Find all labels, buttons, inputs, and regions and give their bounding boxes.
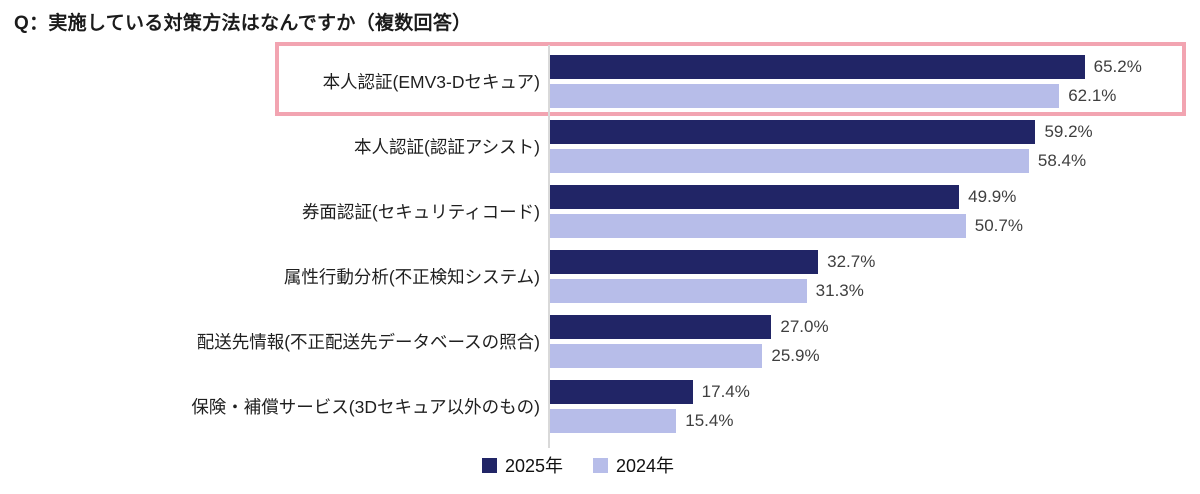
category-row: 属性行動分析(不正検知システム) 32.7% 31.3% bbox=[0, 244, 1200, 309]
value-label-2024年: 31.3% bbox=[815, 281, 864, 300]
category-row: 本人認証(EMV3-Dセキュア) 65.2% 62.1% bbox=[0, 49, 1200, 114]
legend-label-2024年: 2024年 bbox=[616, 456, 675, 476]
category-label: 本人認証(EMV3-Dセキュア) bbox=[322, 72, 540, 92]
bar-group: 49.9% 50.7% bbox=[550, 185, 1023, 238]
value-label-2025年: 17.4% bbox=[701, 382, 750, 401]
legend-item-2024年: 2024年 bbox=[593, 452, 674, 478]
bar-chart: 本人認証(EMV3-Dセキュア) 65.2% 62.1% 本人認証(認証アシスト) 59… bbox=[0, 49, 1200, 439]
bar-group: 65.2% 62.1% bbox=[550, 55, 1142, 108]
bar-2025年 bbox=[550, 250, 819, 274]
category-row: 券面認証(セキュリティコード) 49.9% 50.7% bbox=[0, 179, 1200, 244]
bar-group: 32.7% 31.3% bbox=[550, 250, 875, 303]
bar-line-2025年: 32.7% bbox=[550, 250, 875, 274]
bar-line-2025年: 65.2% bbox=[550, 55, 1142, 79]
legend: 2025年 2024年 bbox=[0, 452, 1178, 478]
bar-2024年 bbox=[550, 149, 1029, 173]
bar-line-2024年: 58.4% bbox=[550, 149, 1093, 173]
category-row: 配送先情報(不正配送先データベースの照合) 27.0% 25.9% bbox=[0, 309, 1200, 374]
bar-2024年 bbox=[550, 344, 763, 368]
legend-swatch-2025年 bbox=[481, 457, 497, 473]
bar-line-2025年: 17.4% bbox=[550, 380, 750, 404]
value-label-2025年: 65.2% bbox=[1093, 57, 1142, 76]
category-label: 属性行動分析(不正検知システム) bbox=[283, 267, 540, 287]
bar-2025年 bbox=[550, 55, 1085, 79]
bar-2025年 bbox=[550, 380, 693, 404]
bar-line-2025年: 59.2% bbox=[550, 120, 1093, 144]
bar-line-2025年: 27.0% bbox=[550, 315, 829, 339]
bar-line-2025年: 49.9% bbox=[550, 185, 1023, 209]
legend-swatch-2024年 bbox=[593, 457, 608, 473]
value-label-2025年: 32.7% bbox=[827, 252, 876, 271]
category-label: 本人認証(認証アシスト) bbox=[354, 137, 540, 157]
value-label-2024年: 58.4% bbox=[1037, 151, 1087, 170]
axis-line bbox=[548, 45, 550, 448]
bar-group: 59.2% 58.4% bbox=[550, 120, 1093, 173]
legend-label-2025年: 2025年 bbox=[504, 456, 563, 476]
value-label-2025年: 59.2% bbox=[1044, 122, 1093, 141]
category-label: 保険・補償サービス(3Dセキュア以外のもの) bbox=[191, 397, 540, 417]
legend-item-2025年: 2025年 bbox=[481, 452, 563, 478]
bar-line-2024年: 31.3% bbox=[550, 279, 875, 303]
category-label: 券面認証(セキュリティコード) bbox=[301, 202, 540, 222]
bar-line-2024年: 50.7% bbox=[550, 214, 1023, 238]
value-label-2025年: 49.9% bbox=[968, 187, 1017, 206]
bar-group: 17.4% 15.4% bbox=[550, 380, 750, 433]
bar-line-2024年: 15.4% bbox=[550, 409, 750, 433]
value-label-2024年: 25.9% bbox=[771, 346, 820, 365]
bar-line-2024年: 25.9% bbox=[550, 344, 829, 368]
bar-2024年 bbox=[550, 214, 966, 238]
bar-2024年 bbox=[550, 279, 807, 303]
category-row: 本人認証(認証アシスト) 59.2% 58.4% bbox=[0, 114, 1200, 179]
bar-line-2024年: 62.1% bbox=[550, 84, 1142, 108]
bar-2024年 bbox=[550, 409, 677, 433]
bar-2025年 bbox=[550, 185, 960, 209]
category-label: 配送先情報(不正配送先データベースの照合) bbox=[196, 332, 540, 352]
value-label-2024年: 62.1% bbox=[1068, 86, 1117, 105]
category-row: 保険・補償サービス(3Dセキュア以外のもの) 17.4% 15.4% bbox=[0, 374, 1200, 439]
chart-title: Q：実施している対策方法はなんですか（複数回答） bbox=[14, 13, 472, 34]
value-label-2024年: 15.4% bbox=[685, 411, 734, 430]
bar-group: 27.0% 25.9% bbox=[550, 315, 829, 368]
value-label-2024年: 50.7% bbox=[974, 216, 1023, 235]
value-label-2025年: 27.0% bbox=[780, 317, 829, 336]
bar-2025年 bbox=[550, 315, 772, 339]
bar-2025年 bbox=[550, 120, 1036, 144]
bar-2024年 bbox=[550, 84, 1060, 108]
